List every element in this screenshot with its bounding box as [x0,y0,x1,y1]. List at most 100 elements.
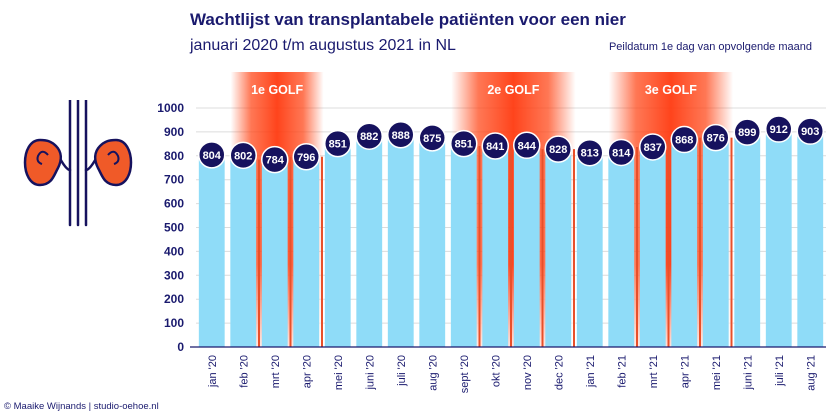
value-marker [292,143,320,171]
data-label: 802 [234,150,252,162]
bar [482,146,509,347]
value-marker [450,129,478,158]
y-tick-label: 500 [164,221,184,235]
bar [576,152,603,347]
value-marker [229,141,257,170]
value-marker [387,121,415,149]
value-markers: 804 802 784 796 851 882 888 875 851 841 844 828 813 8… [198,115,824,174]
y-tick-label: 700 [164,173,184,187]
x-tick-label: aug '21 [805,355,817,391]
value-marker [355,122,383,150]
x-tick-label: mei '20 [333,355,345,390]
x-tick-label: jan '20 [207,355,219,388]
data-label: 868 [675,135,693,147]
wave-dividers [258,137,733,347]
value-marker [607,138,635,167]
bar [671,139,698,347]
chart-subtitle: januari 2020 t/m augustus 2021 in NL [190,37,456,54]
bar [293,156,320,347]
x-tick-label: feb '20 [238,355,250,388]
data-label: 851 [329,139,347,151]
y-tick-label: 400 [164,244,184,258]
x-tick-label: okt '20 [490,355,502,387]
value-marker [198,141,226,169]
y-tick-label: 1000 [157,101,184,115]
x-tick-label: jan '21 [585,355,597,388]
x-tick-label: nov '20 [522,355,534,390]
x-tick-label: mrt '20 [270,355,282,388]
bar [261,159,288,347]
value-marker [418,124,446,152]
value-marker [796,117,824,145]
axes: 0 100 200 300 400 500 600 700 800 900 1000 jan '20 f… [157,101,826,393]
y-tick-label: 200 [164,292,184,306]
data-label: 841 [486,141,504,153]
data-label: 876 [707,133,725,145]
data-label: 813 [581,148,599,160]
wave-label: 2e GOLF [487,83,539,97]
data-label: 784 [266,155,285,167]
x-tick-label: aug '20 [427,355,439,391]
bar [702,137,729,347]
x-tick-label: dec '20 [553,355,565,390]
x-tick-label: apr '21 [679,355,691,388]
y-tick-label: 600 [164,197,184,211]
bar [450,143,477,347]
data-label: 899 [738,127,756,139]
value-marker [733,118,761,146]
y-tick-label: 300 [164,268,184,282]
value-marker [576,138,604,167]
reference-date-note: Peildatum 1e dag van opvolgende maand [608,41,812,53]
bar [765,129,792,347]
data-label: 882 [360,131,378,143]
value-marker [324,129,352,158]
data-label: 814 [612,147,631,159]
value-marker [481,132,509,160]
credit-line: © Maaike Wijnands | studio-oehoe.nl [4,401,159,412]
y-tick-label: 800 [164,149,184,163]
wave-label: 1e GOLF [251,83,303,97]
value-marker [702,123,730,152]
bar [608,152,635,347]
x-tick-label: mrt '21 [648,355,660,388]
bar [419,137,446,347]
bar [734,132,761,347]
data-label: 912 [770,124,788,136]
bar [639,146,666,347]
bars [198,129,824,347]
value-marker [765,115,793,143]
y-tick-label: 900 [164,125,184,139]
bar [513,145,540,347]
y-tick-label: 0 [177,340,184,354]
bar [356,136,383,347]
value-marker [639,133,667,161]
bar [324,143,351,347]
x-tick-label: mei '21 [711,355,723,390]
data-label: 851 [455,139,473,151]
x-tick-label: sept '20 [459,355,471,393]
value-marker [670,125,698,154]
x-tick-label: juli '20 [396,355,408,387]
value-marker [544,135,572,163]
bar [797,131,824,347]
x-tick-label: juli '21 [774,355,786,387]
bar [545,149,572,347]
value-marker [513,131,541,160]
value-marker [261,145,289,174]
x-tick-label: apr '20 [301,355,313,388]
data-label: 796 [297,152,315,164]
x-tick-label: feb '21 [616,355,628,388]
chart-title: Wachtlijst van transplantabele patiënten… [190,10,626,29]
x-tick-label: juni '20 [364,355,376,391]
kidneys-icon [23,100,133,227]
data-label: 875 [423,133,441,145]
bar [230,155,257,347]
data-label: 844 [518,140,537,152]
x-tick-label: juni '21 [742,355,754,391]
data-label: 903 [801,126,819,138]
data-label: 828 [549,144,567,156]
data-label: 804 [203,150,222,162]
data-label: 888 [392,130,410,142]
y-tick-label: 100 [164,316,184,330]
